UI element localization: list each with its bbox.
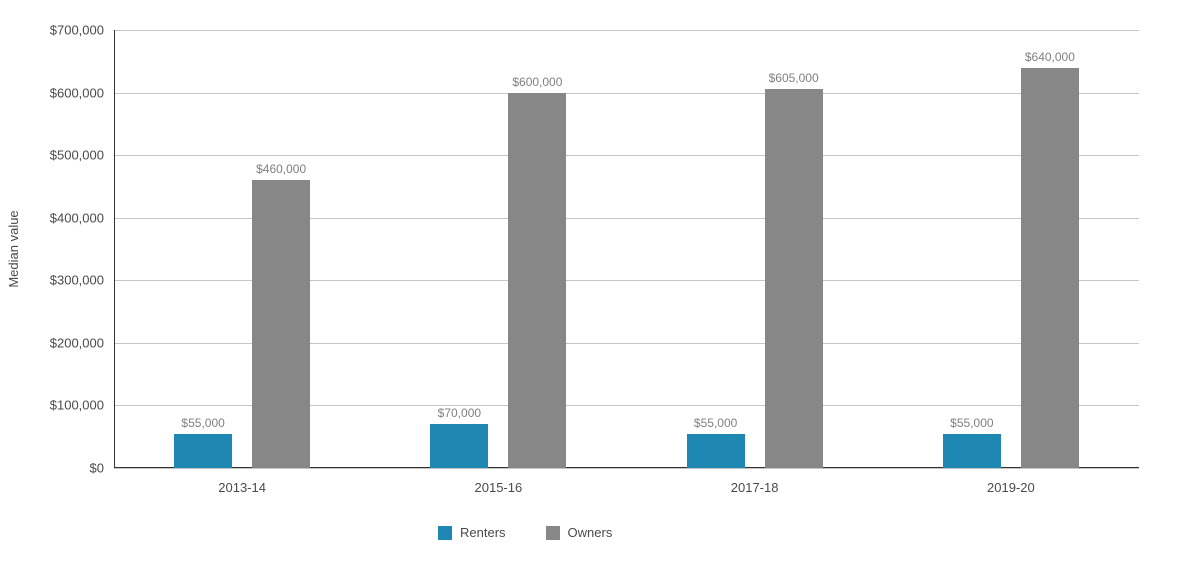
y-tick-label: $0 — [90, 461, 114, 476]
x-tick-label: 2019-20 — [987, 468, 1035, 495]
gridline — [114, 93, 1139, 94]
y-tick-label: $200,000 — [50, 335, 114, 350]
bar-value-label: $600,000 — [512, 75, 562, 93]
legend-item: Owners — [546, 525, 613, 540]
gridline — [114, 468, 1139, 469]
bar-value-label: $55,000 — [694, 416, 737, 434]
legend-swatch — [438, 526, 452, 540]
bar-value-label: $70,000 — [438, 406, 481, 424]
y-tick-label: $100,000 — [50, 398, 114, 413]
y-axis-line — [114, 30, 115, 468]
legend-swatch — [546, 526, 560, 540]
bar: $605,000 — [765, 89, 823, 468]
bar: $640,000 — [1021, 68, 1079, 468]
y-tick-label: $400,000 — [50, 210, 114, 225]
legend-item: Renters — [438, 525, 506, 540]
x-tick-label: 2017-18 — [731, 468, 779, 495]
gridline — [114, 30, 1139, 31]
y-tick-label: $700,000 — [50, 23, 114, 38]
legend: Renters Owners — [438, 525, 612, 540]
bar: $55,000 — [943, 434, 1001, 468]
bar-chart: $0 $100,000 $200,000 $300,000 $400,000 $500,0… — [0, 0, 1181, 584]
bar: $70,000 — [430, 424, 488, 468]
bar-value-label: $55,000 — [950, 416, 993, 434]
bar: $55,000 — [687, 434, 745, 468]
bar: $600,000 — [508, 93, 566, 468]
y-tick-label: $500,000 — [50, 148, 114, 163]
bar-value-label: $605,000 — [769, 71, 819, 89]
plot-area: $0$100,000$200,000$300,000$400,000$500,0… — [114, 30, 1139, 468]
y-tick-label: $300,000 — [50, 273, 114, 288]
bar-value-label: $460,000 — [256, 162, 306, 180]
bar-value-label: $640,000 — [1025, 50, 1075, 68]
x-tick-label: 2015-16 — [475, 468, 523, 495]
legend-label: Renters — [460, 525, 506, 540]
legend-label: Owners — [568, 525, 613, 540]
bar-value-label: $55,000 — [181, 416, 224, 434]
y-tick-label: $600,000 — [50, 85, 114, 100]
bar: $55,000 — [174, 434, 232, 468]
y-axis-label: Median value — [6, 210, 21, 287]
gridline — [114, 155, 1139, 156]
x-tick-label: 2013-14 — [218, 468, 266, 495]
bar: $460,000 — [252, 180, 310, 468]
